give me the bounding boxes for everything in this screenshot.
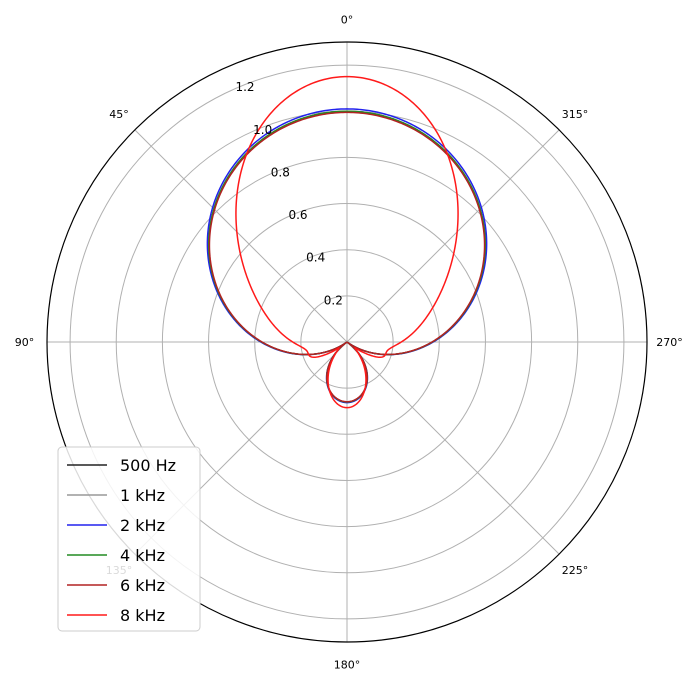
- radial-tick-label: 0.2: [324, 293, 343, 307]
- legend-label: 2 kHz: [120, 516, 165, 535]
- polar-frame: [46, 41, 648, 643]
- series-layer: [206, 75, 488, 409]
- legend-label: 1 kHz: [120, 486, 165, 505]
- angular-gridline: [346, 341, 560, 555]
- legend-label: 6 kHz: [120, 576, 165, 595]
- angular-gridline: [346, 129, 560, 343]
- radial-tick-label: 1.0: [253, 123, 272, 137]
- legend-label: 8 kHz: [120, 606, 165, 625]
- series-line-5: [235, 75, 459, 409]
- radial-tick-label: 0.4: [306, 251, 325, 265]
- radial-tick-label: 0.8: [271, 165, 290, 179]
- angle-tick-label: 90°: [15, 336, 35, 349]
- angle-tick-label: 225°: [562, 564, 589, 577]
- legend-label: 4 kHz: [120, 546, 165, 565]
- angular-gridline: [134, 129, 348, 343]
- radial-tick-label: 0.6: [288, 208, 307, 222]
- angle-tick-label: 0°: [341, 14, 354, 27]
- legend-label: 500 Hz: [120, 456, 176, 475]
- angle-tick-label: 180°: [334, 659, 361, 672]
- radial-tick-label: 1.2: [235, 80, 254, 94]
- angle-tick-label: 315°: [562, 108, 589, 121]
- legend: 500 Hz 1 kHz 2 kHz 4 kHz 6 kHz 8 kHz: [57, 446, 201, 632]
- angle-tick-label: 270°: [656, 336, 683, 349]
- angle-tick-label: 45°: [109, 108, 129, 121]
- grid-layer: [46, 41, 648, 643]
- series-line-4: [208, 111, 486, 403]
